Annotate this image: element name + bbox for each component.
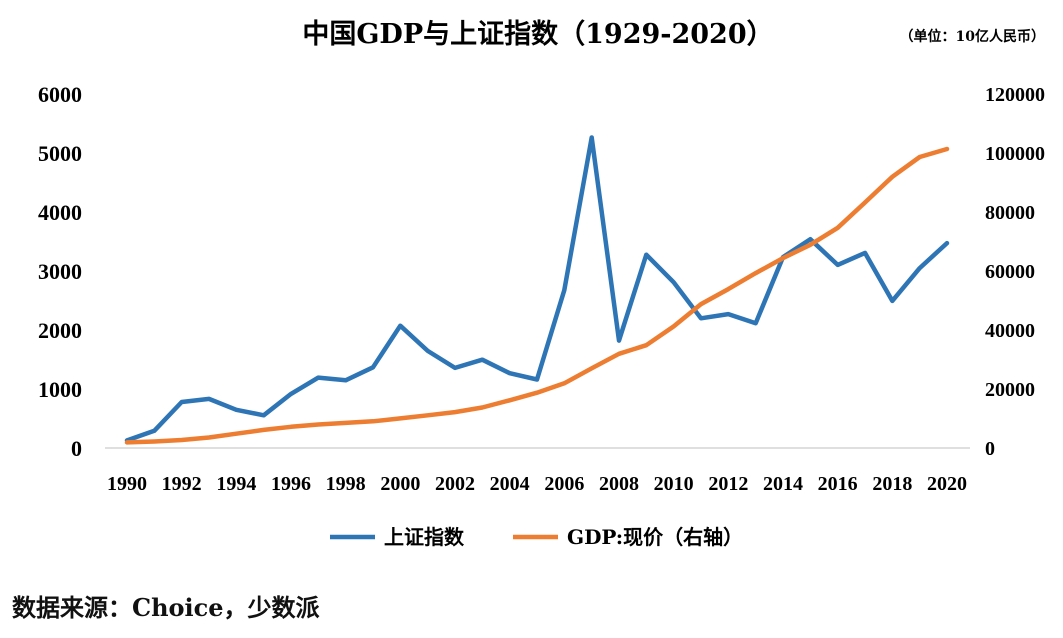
x-tick-label: 2006 xyxy=(544,473,584,495)
left-tick-label: 0 xyxy=(71,436,82,461)
left-tick-label: 1000 xyxy=(38,377,82,402)
right-tick-label: 40000 xyxy=(985,320,1035,342)
chart-title: 中国GDP与上证指数（1929-2020） xyxy=(302,19,773,50)
legend-label: 上证指数 xyxy=(384,525,465,549)
x-tick-label: 1992 xyxy=(162,473,202,495)
left-tick-label: 6000 xyxy=(38,82,82,107)
series-line-1 xyxy=(124,135,950,443)
legend-label: GDP:现价（右轴） xyxy=(567,525,743,549)
right-tick-label: 120000 xyxy=(985,84,1045,106)
x-tick-label: 2020 xyxy=(927,473,967,495)
chart-canvas: 中国GDP与上证指数（1929-2020） （单位：10亿人民币） 0 1000 2… xyxy=(38,19,1045,549)
x-tick-label: 2008 xyxy=(599,473,639,495)
x-tick-label: 2000 xyxy=(380,473,420,495)
x-tick-label: 1994 xyxy=(216,473,256,495)
x-tick-label: 1998 xyxy=(326,473,366,495)
source-note: 数据来源：Choice，少数派 xyxy=(12,593,320,622)
right-tick-label: 20000 xyxy=(985,379,1035,401)
right-tick-label: 100000 xyxy=(985,143,1045,165)
left-tick-label: 2000 xyxy=(38,318,82,343)
left-tick-label: 4000 xyxy=(38,200,82,225)
x-tick-label: 2004 xyxy=(490,473,530,495)
legend: 上证指数 GDP:现价（右轴） xyxy=(330,525,743,549)
right-tick-label: 0 xyxy=(985,438,995,460)
x-tick-label: 2002 xyxy=(435,473,475,495)
right-tick-label: 80000 xyxy=(985,202,1035,224)
left-tick-label: 5000 xyxy=(38,141,82,166)
x-tick-label: 2018 xyxy=(872,473,912,495)
right-tick-label: 60000 xyxy=(985,261,1035,283)
x-tick-label: 2012 xyxy=(708,473,748,495)
x-tick-label: 2014 xyxy=(763,473,803,495)
x-tick-label: 1996 xyxy=(271,473,311,495)
x-tick-label: 1990 xyxy=(107,473,147,495)
series-lines xyxy=(124,135,950,445)
left-tick-label: 3000 xyxy=(38,259,82,284)
series-line-2 xyxy=(124,146,950,445)
axes: 0100020003000400050006000020000400006000… xyxy=(38,82,1045,495)
x-tick-label: 2010 xyxy=(654,473,694,495)
unit-note: （单位：10亿人民币） xyxy=(900,28,1045,45)
x-tick-label: 2016 xyxy=(818,473,858,495)
